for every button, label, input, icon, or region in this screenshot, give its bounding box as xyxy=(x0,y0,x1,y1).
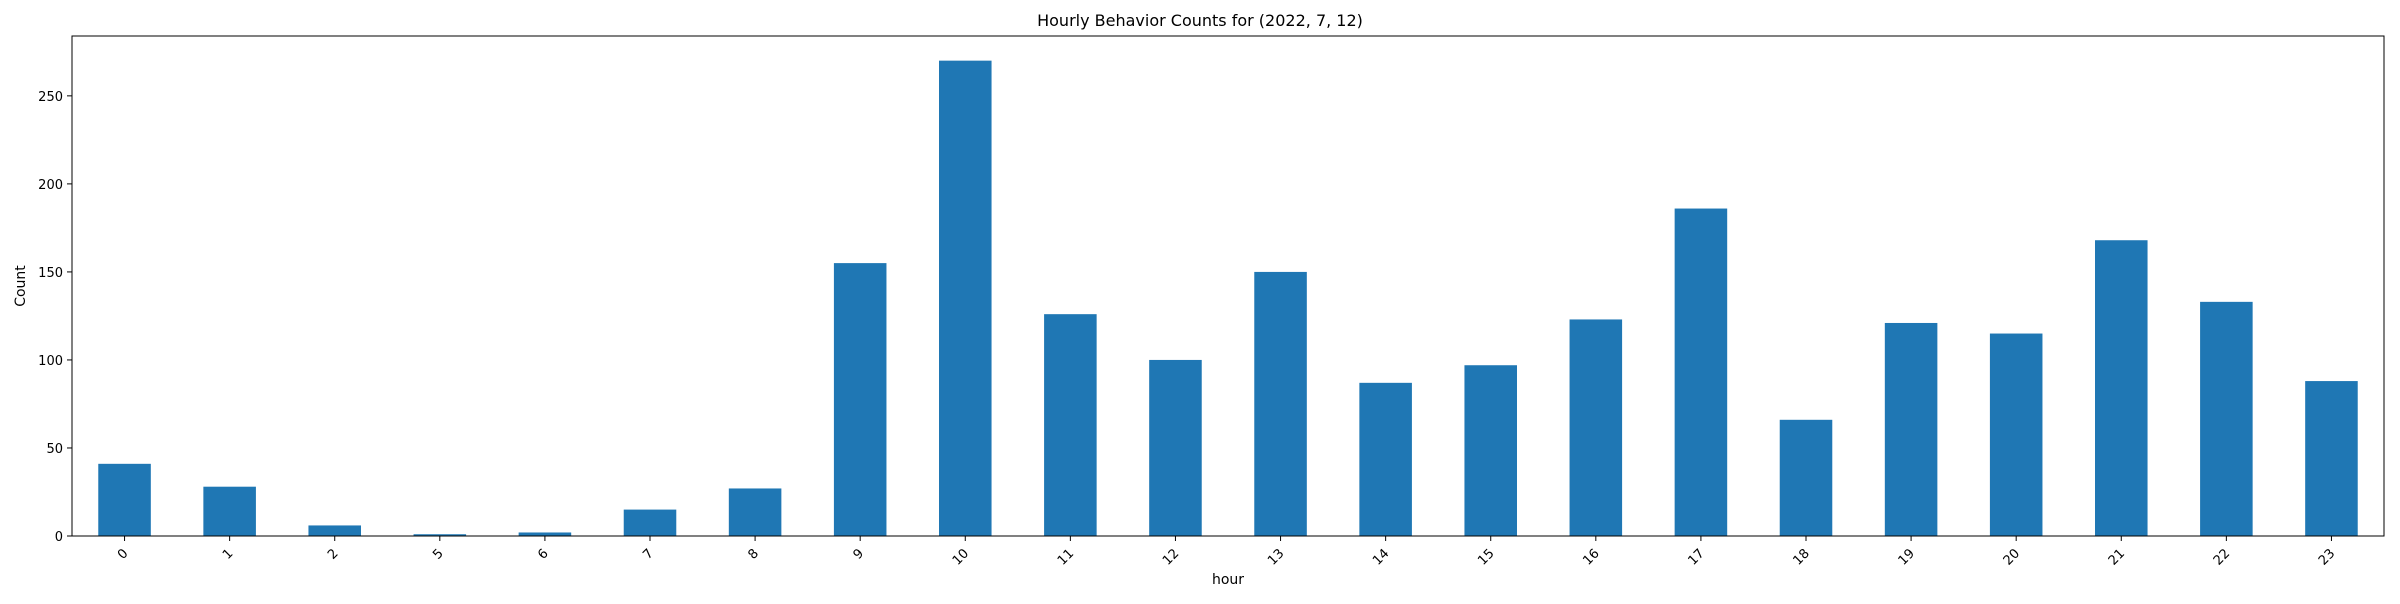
bar-13 xyxy=(1254,271,1307,536)
x-tick-label: 18 xyxy=(1791,546,1813,568)
bar-11 xyxy=(1044,314,1097,536)
x-tick-label: 19 xyxy=(1896,546,1918,568)
x-tick-label: 16 xyxy=(1580,546,1602,568)
x-tick-label: 20 xyxy=(2001,546,2023,568)
bar-8 xyxy=(728,488,782,536)
y-tick-label: 250 xyxy=(38,90,63,105)
x-tick-label: 13 xyxy=(1265,546,1287,568)
bar-6 xyxy=(518,532,572,536)
bar-14 xyxy=(1359,382,1412,536)
bar-7 xyxy=(623,509,677,536)
bar-21 xyxy=(2095,240,2148,537)
bar-18 xyxy=(1779,419,1833,536)
x-tick-label: 12 xyxy=(1160,546,1182,568)
x-tick-label: 17 xyxy=(1685,546,1707,568)
plot-area-frame xyxy=(71,35,2385,537)
bar-5 xyxy=(413,534,467,536)
bar-0 xyxy=(98,463,151,536)
x-tick-label: 11 xyxy=(1055,546,1077,568)
bar-1 xyxy=(203,486,256,536)
x-tick-label: 10 xyxy=(950,546,972,568)
y-tick-label: 150 xyxy=(38,266,63,281)
x-tick-label: 1 xyxy=(220,546,236,562)
x-tick-label: 6 xyxy=(535,546,551,562)
x-axis: 0 1 2 5 6 7 8 9 10 11 12 13 14 15 16 17 18 19 20 21 22 23 xyxy=(115,536,2338,569)
bar-20 xyxy=(1989,333,2043,536)
bar-22 xyxy=(2200,301,2253,536)
x-tick-label: 23 xyxy=(2316,546,2338,568)
bar-12 xyxy=(1149,359,1202,536)
bar-17 xyxy=(1674,208,1728,537)
x-tick-label: 14 xyxy=(1370,546,1392,568)
x-tick-label: 21 xyxy=(2106,546,2128,568)
x-tick-label: 7 xyxy=(640,546,656,562)
y-tick-label: 50 xyxy=(46,442,63,457)
bar-16 xyxy=(1569,319,1623,536)
bar-10 xyxy=(939,60,992,537)
bar-23 xyxy=(2305,381,2358,536)
x-tick-label: 15 xyxy=(1475,546,1497,568)
x-tick-label: 2 xyxy=(325,546,341,562)
x-tick-label: 8 xyxy=(745,546,761,562)
bar-2 xyxy=(308,525,361,536)
x-tick-label: 9 xyxy=(851,546,867,562)
x-axis-label: hour xyxy=(1212,572,1244,588)
x-tick-label: 5 xyxy=(430,546,446,562)
bar-19 xyxy=(1884,322,1938,536)
y-tick-label: 200 xyxy=(38,178,63,193)
y-axis-label: Count xyxy=(13,265,29,307)
bar-9 xyxy=(833,263,887,536)
x-tick-label: 22 xyxy=(2211,546,2233,568)
x-tick-label: 0 xyxy=(115,546,131,562)
bars-layer xyxy=(98,60,2358,537)
bar-15 xyxy=(1464,365,1517,536)
chart-title: Hourly Behavior Counts for (2022, 7, 12) xyxy=(1037,11,1363,30)
y-tick-label: 100 xyxy=(38,354,63,369)
y-axis: 0 50 100 150 200 250 xyxy=(38,90,72,545)
y-tick-label: 0 xyxy=(55,530,63,545)
